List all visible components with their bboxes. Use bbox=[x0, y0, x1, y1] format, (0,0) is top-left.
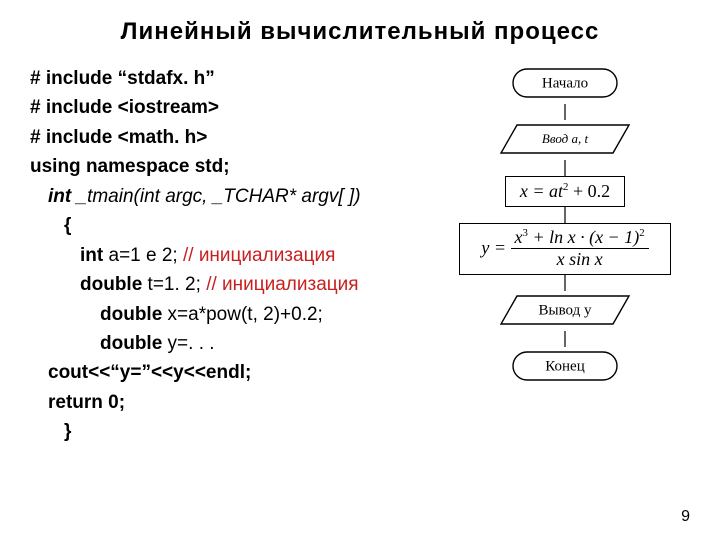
flow-start: Начало bbox=[505, 64, 625, 104]
code-listing: # include “stdafx. h” # include <iostrea… bbox=[30, 64, 440, 447]
code-line: double t=1. 2; // инициализация bbox=[80, 270, 440, 299]
code-line: # include “stdafx. h” bbox=[30, 64, 440, 93]
code-line: double y=. . . bbox=[100, 329, 440, 358]
code-line: cout<<“y=”<<y<<endl; bbox=[48, 358, 440, 387]
code-line: int a=1 e 2; // инициализация bbox=[80, 241, 440, 270]
flow-connector bbox=[560, 104, 570, 120]
page-title: Линейный вычислительный процесс bbox=[30, 18, 690, 46]
code-line: int _tmain(int argc, _TCHAR* argv[ ]) bbox=[48, 182, 440, 211]
svg-text:Конец: Конец bbox=[545, 359, 584, 375]
flow-connector bbox=[560, 160, 570, 176]
svg-text:Начало: Начало bbox=[542, 75, 588, 91]
flow-input: Ввод a, t bbox=[495, 120, 635, 160]
flow-connector bbox=[560, 207, 570, 223]
svg-text:Ввод a, t: Ввод a, t bbox=[542, 131, 589, 146]
code-line: } bbox=[64, 417, 440, 446]
content-columns: # include “stdafx. h” # include <iostrea… bbox=[30, 64, 690, 447]
flow-end: Конец bbox=[505, 347, 625, 387]
code-line: using namespace std; bbox=[30, 152, 440, 181]
flow-connector bbox=[560, 275, 570, 291]
code-line: return 0; bbox=[48, 388, 440, 417]
flow-output: Вывод y bbox=[495, 291, 635, 331]
code-line: # include <math. h> bbox=[30, 123, 440, 152]
page-number: 9 bbox=[681, 508, 690, 526]
flow-process-y: y = x3 + ln x · (x − 1)2 x sin x bbox=[459, 223, 671, 275]
flow-connector bbox=[560, 331, 570, 347]
code-line: { bbox=[64, 211, 440, 240]
flowchart: Начало Ввод a, t x = at2 + 0.2 bbox=[440, 64, 690, 387]
flow-process-x: x = at2 + 0.2 bbox=[505, 176, 625, 207]
code-line: # include <iostream> bbox=[30, 93, 440, 122]
svg-text:Вывод y: Вывод y bbox=[538, 303, 592, 319]
code-line: double x=a*pow(t, 2)+0.2; bbox=[100, 300, 440, 329]
